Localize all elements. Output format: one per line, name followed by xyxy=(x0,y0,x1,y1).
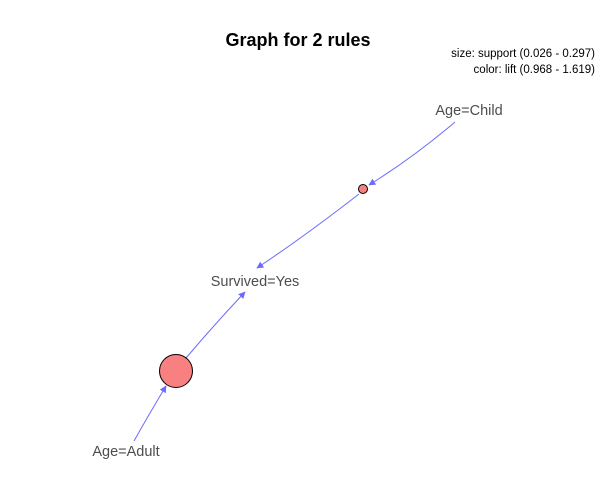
rule-node-adult-survived[interactable] xyxy=(159,354,193,388)
rule-node-child-survived[interactable] xyxy=(358,184,368,194)
item-node-survived-yes[interactable]: Survived=Yes xyxy=(211,274,300,290)
edge-adult-to-rule2 xyxy=(133,385,167,442)
edge-rule2-to-survived xyxy=(185,291,246,359)
edge-child-to-rule1 xyxy=(368,121,456,186)
edge-rule1-to-survived xyxy=(256,193,360,269)
item-node-age-child[interactable]: Age=Child xyxy=(435,103,502,119)
graph-title: Graph for 2 rules xyxy=(225,30,370,50)
legend-size-text: size: support (0.026 - 0.297) xyxy=(451,48,595,60)
legend-color-text: color: lift (0.968 - 1.619) xyxy=(474,64,596,76)
item-node-age-adult[interactable]: Age=Adult xyxy=(92,444,159,460)
